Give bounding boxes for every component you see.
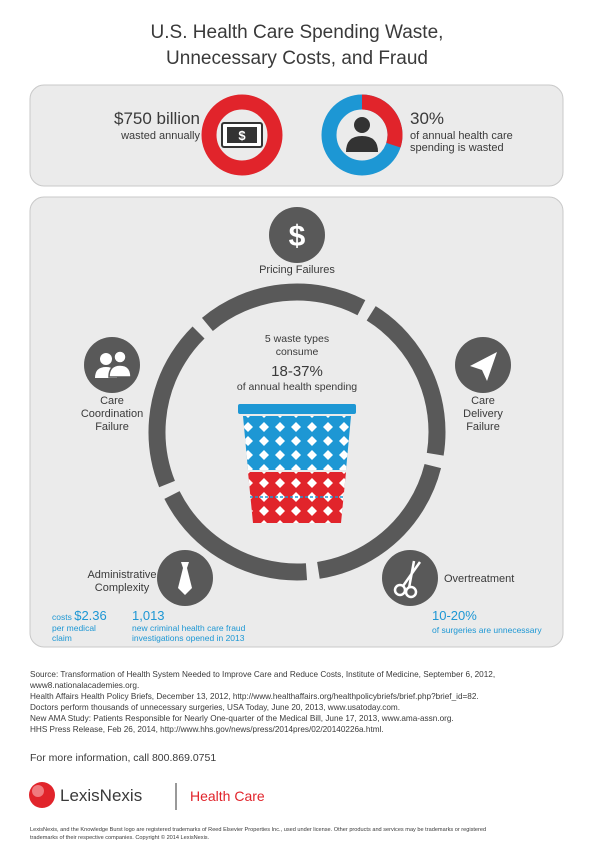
summary-caption: of annual health care: [410, 130, 513, 142]
coordination-icon: [84, 337, 140, 393]
overtreatment-icon: [382, 550, 438, 606]
summary-value: 30%: [410, 109, 444, 128]
title-line: Unnecessary Costs, and Fraud: [166, 48, 428, 69]
basket-part: [243, 416, 351, 470]
pricing-icon-part: $: [289, 220, 306, 253]
center-text: 5 waste types consume 18-37% of annual h…: [237, 333, 357, 393]
stat-value: 10-20%: [432, 608, 477, 623]
overtreatment-icon-part: [393, 583, 407, 597]
stat-caption: investigations opened in 2013: [132, 633, 245, 643]
money-donut-part: $: [238, 128, 246, 143]
category-label: Pricing Failures: [259, 264, 335, 276]
category-label: Administrative: [87, 569, 156, 581]
percent-donut: [321, 94, 403, 176]
brand-name: LexisNexis: [60, 786, 142, 805]
center-caption: of annual health spending: [237, 381, 357, 393]
money-donut: $: [201, 94, 283, 176]
money-donut-part: [201, 94, 283, 176]
legal-line: trademarks of their respective companies…: [30, 834, 210, 841]
legal-line: LexisNexis, and the Knowledge Burst logo…: [30, 827, 486, 833]
stat-value: $2.36: [74, 608, 107, 623]
stat-caption: new criminal health care fraud: [132, 623, 246, 633]
overtreatment-icon-part: [407, 560, 416, 589]
source-line: Source: Transformation of Health System …: [30, 670, 495, 679]
waste-panel: 5 waste types consume 18-37% of annual h…: [29, 196, 564, 648]
category-label: Coordination: [81, 408, 143, 420]
category-label: Care: [100, 395, 124, 407]
source-line: Doctors perform thousands of unnecessary…: [30, 703, 400, 712]
coordination-icon-part: [100, 353, 112, 365]
title-line: U.S. Health Care Spending Waste,: [151, 22, 444, 43]
basket-part: [238, 404, 356, 414]
source-line: Health Affairs Health Policy Briefs, Dec…: [30, 692, 479, 701]
sources: Source: Transformation of Health System …: [29, 670, 495, 734]
overtreatment-icon-part: [404, 585, 418, 599]
contact: For more information, call 800.869.0751: [30, 752, 216, 764]
stat-caption: claim: [52, 633, 72, 643]
category-label: Care: [471, 395, 495, 407]
coordination-icon-part: [108, 364, 132, 378]
brand-division: Health Care: [190, 788, 265, 804]
stat-value: 1,013: [132, 608, 165, 623]
admin-icon-part: [178, 562, 192, 595]
source-line: HHS Press Release, Feb 26, 2014, http://…: [30, 725, 384, 734]
pricing-icon-part: [269, 207, 325, 263]
center-value: 18-37%: [271, 363, 323, 380]
stat-caption: per medical: [52, 623, 96, 633]
basket: [238, 404, 356, 523]
summary-caption: spending is wasted: [410, 142, 504, 154]
center-line: consume: [276, 346, 319, 358]
source-line: www8.nationalacademies.org.: [29, 681, 139, 690]
source-line: New AMA Study: Patients Responsible for …: [30, 714, 454, 723]
delivery-icon: [455, 337, 511, 393]
stat-caption: of surgeries are unnecessary: [432, 625, 542, 635]
logo-mark: [32, 785, 44, 797]
title: U.S. Health Care Spending Waste, Unneces…: [151, 22, 444, 69]
category-label: Complexity: [95, 582, 150, 594]
cycle-ring: [148, 283, 446, 581]
panel-bg: [29, 84, 564, 187]
category-label: Failure: [95, 421, 129, 433]
coordination-icon-part: [113, 350, 127, 364]
delivery-icon-part: [470, 352, 497, 381]
money-donut-part: [227, 127, 257, 143]
stat: costs $2.36: [52, 608, 107, 623]
admin-icon: [157, 550, 213, 606]
brand: LexisNexis Health Care: [29, 782, 265, 810]
category-label: Failure: [466, 421, 500, 433]
category-label: Delivery: [463, 408, 503, 420]
percent-donut-part: [346, 136, 378, 152]
center-line: 5 waste types: [265, 333, 329, 345]
percent-donut-part: [354, 117, 370, 133]
coordination-icon-part: [84, 337, 140, 393]
pricing-icon: $: [269, 207, 325, 263]
summary-panel: $750 billion wasted annually $ 30% of an…: [29, 84, 564, 187]
percent-donut-part: [361, 94, 403, 148]
category-label: Overtreatment: [444, 573, 514, 585]
summary-caption: wasted annually: [120, 130, 200, 142]
stat-prefix: costs: [52, 612, 72, 622]
legal: LexisNexis, and the Knowledge Burst logo…: [30, 827, 486, 841]
summary-value: $750 billion: [114, 109, 200, 128]
